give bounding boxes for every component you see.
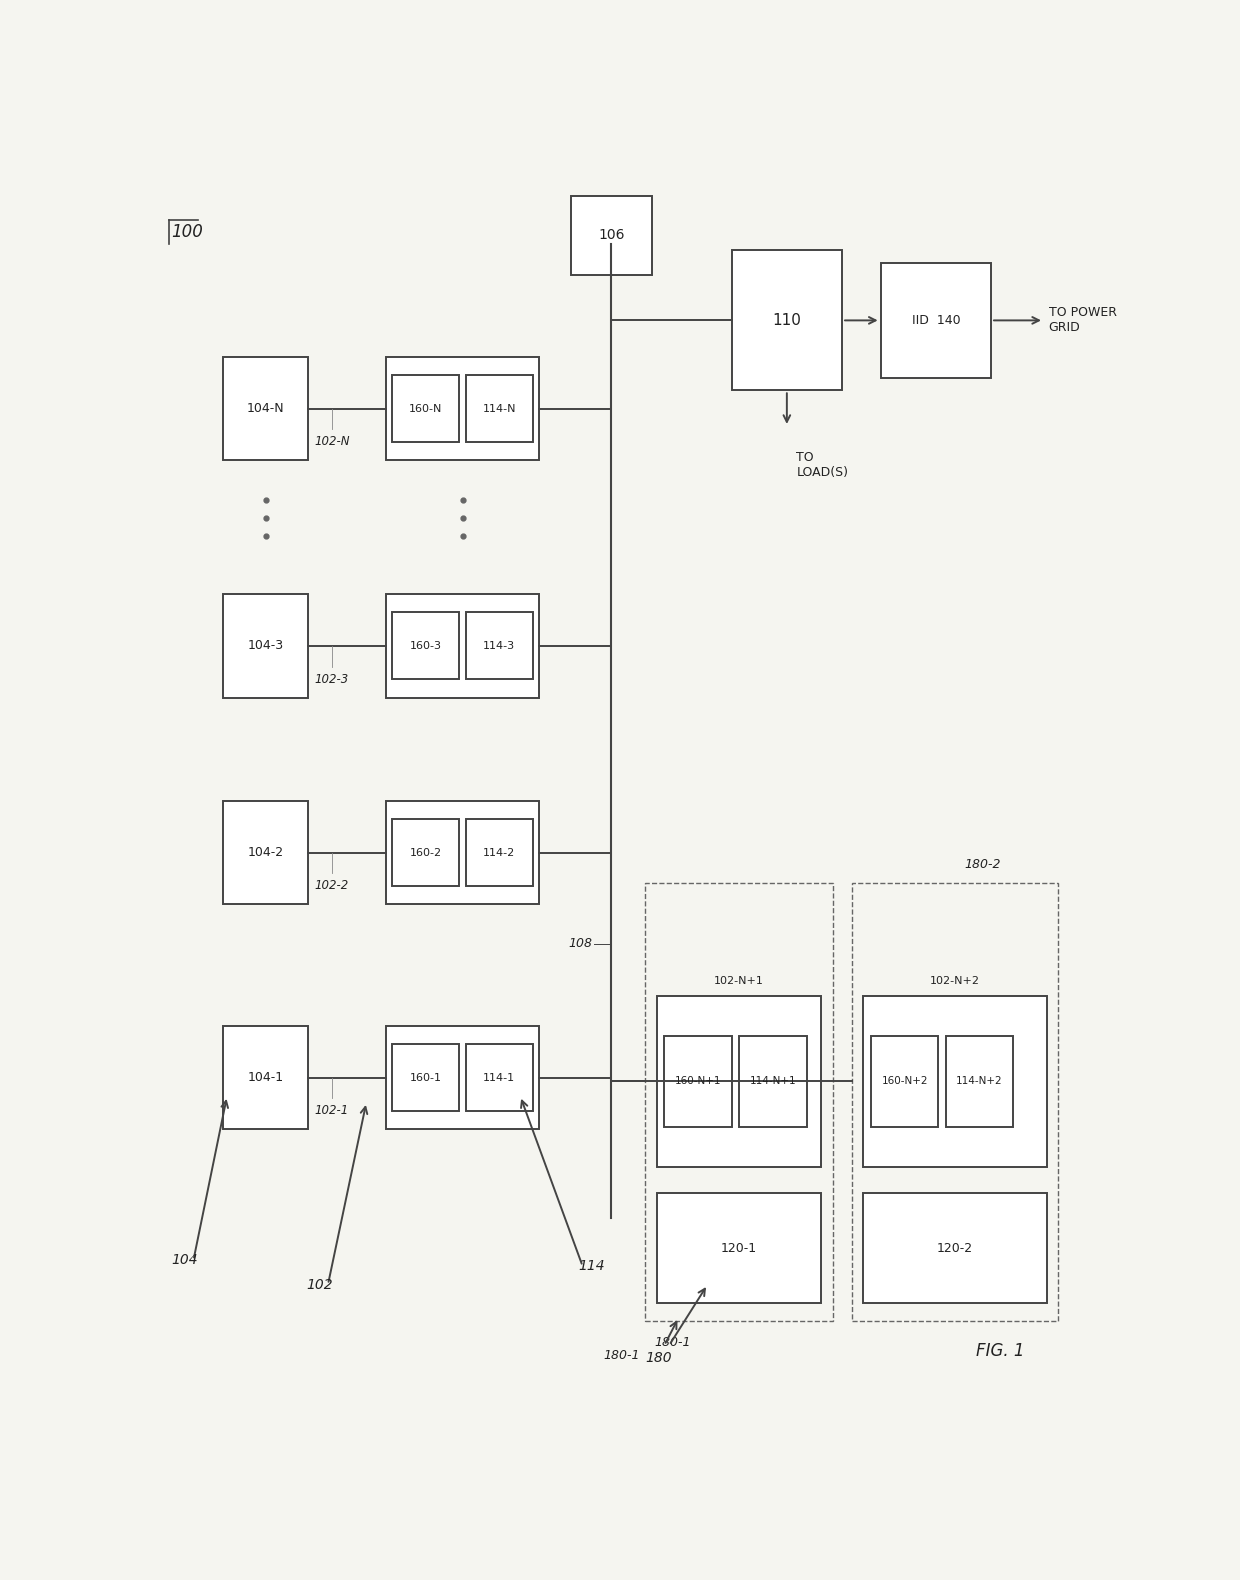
Text: 160-3: 160-3 <box>409 641 441 651</box>
Bar <box>657 1193 821 1304</box>
Text: 114-N+2: 114-N+2 <box>956 1076 1003 1087</box>
Text: 104: 104 <box>171 1253 198 1267</box>
Text: 102-N: 102-N <box>314 436 350 449</box>
Text: 104-N: 104-N <box>247 401 284 416</box>
Bar <box>386 594 539 697</box>
Bar <box>392 613 459 679</box>
Text: 160-N+1: 160-N+1 <box>675 1076 722 1087</box>
Bar <box>852 883 1058 1321</box>
Bar <box>223 357 308 460</box>
Bar <box>665 1036 732 1127</box>
Text: 160-N+2: 160-N+2 <box>882 1076 928 1087</box>
Bar <box>466 1044 533 1111</box>
Text: FIG. 1: FIG. 1 <box>976 1343 1025 1360</box>
Bar <box>386 1025 539 1130</box>
Text: IID  140: IID 140 <box>911 314 960 327</box>
Bar <box>223 594 308 697</box>
Text: 110: 110 <box>773 313 801 329</box>
Text: 108: 108 <box>568 937 593 951</box>
Text: 102-3: 102-3 <box>315 673 348 686</box>
Bar <box>645 883 832 1321</box>
Bar <box>392 1044 459 1111</box>
Bar <box>392 374 459 442</box>
Bar <box>466 613 533 679</box>
Bar <box>392 818 459 886</box>
Bar <box>223 1025 308 1130</box>
Text: 104-3: 104-3 <box>248 640 284 653</box>
Text: 102: 102 <box>306 1278 332 1291</box>
Bar <box>466 818 533 886</box>
Bar <box>570 196 652 275</box>
Text: 160-1: 160-1 <box>409 1073 441 1082</box>
Bar <box>657 997 821 1166</box>
Bar <box>863 997 1047 1166</box>
Text: 160-N: 160-N <box>409 403 443 414</box>
Bar <box>946 1036 1013 1127</box>
Text: 114: 114 <box>578 1259 604 1273</box>
Text: 180-1: 180-1 <box>604 1349 640 1362</box>
Text: 104-1: 104-1 <box>248 1071 284 1084</box>
Bar <box>223 801 308 904</box>
Text: 102-N+1: 102-N+1 <box>714 976 764 986</box>
Bar <box>732 250 842 390</box>
Text: 114-N: 114-N <box>482 403 516 414</box>
Bar <box>739 1036 806 1127</box>
Bar <box>863 1193 1047 1304</box>
Text: 106: 106 <box>598 228 625 242</box>
Bar <box>386 801 539 904</box>
Bar <box>466 374 533 442</box>
Text: 180-1: 180-1 <box>655 1335 691 1349</box>
Text: TO POWER
GRID: TO POWER GRID <box>1049 307 1117 335</box>
Text: 180-2: 180-2 <box>965 858 1001 871</box>
Text: 160-2: 160-2 <box>409 847 441 858</box>
Text: 120-1: 120-1 <box>720 1242 756 1255</box>
Text: 114-2: 114-2 <box>484 847 516 858</box>
Text: 114-1: 114-1 <box>484 1073 516 1082</box>
Text: 114-3: 114-3 <box>484 641 516 651</box>
Text: 102-N+2: 102-N+2 <box>930 976 980 986</box>
Text: 104-2: 104-2 <box>248 847 284 860</box>
Text: 114-N+1: 114-N+1 <box>750 1076 796 1087</box>
Text: TO
LOAD(S): TO LOAD(S) <box>796 452 848 479</box>
Text: 120-2: 120-2 <box>937 1242 973 1255</box>
Bar <box>880 262 991 378</box>
Bar <box>386 357 539 460</box>
Text: 100: 100 <box>171 223 203 242</box>
Text: 180: 180 <box>645 1351 672 1365</box>
Text: 102-2: 102-2 <box>315 880 348 893</box>
Bar <box>870 1036 939 1127</box>
Text: 102-1: 102-1 <box>315 1104 348 1117</box>
